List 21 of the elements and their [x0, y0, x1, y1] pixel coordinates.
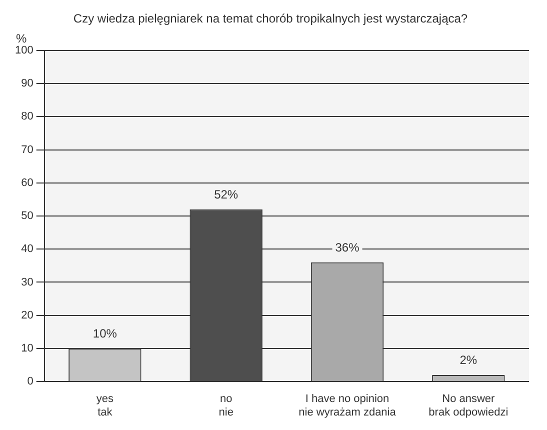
y-tick-label: 60 — [21, 176, 34, 189]
y-tick-label: 70 — [21, 144, 34, 156]
y-tick-label: 30 — [21, 276, 34, 288]
data-label: 52% — [214, 187, 238, 202]
data-label: 36% — [335, 240, 360, 254]
y-axis-title: % — [16, 31, 27, 46]
chart-title: Czy wiedza pielęgniarek na temat chorób tropikalnych jest wystarczająca? — [73, 12, 468, 26]
y-tick-label: 90 — [21, 78, 34, 90]
y-tick-label: 0 — [27, 376, 34, 388]
y-tick-label: 100 — [14, 44, 34, 56]
x-tick-label: I have no opinion nie wyrażam zdania — [298, 393, 397, 418]
x-tick-label: yes tak — [96, 393, 114, 418]
data-label: 10% — [92, 326, 118, 340]
x-tick-label: No answer brak odpowiedzi — [428, 393, 508, 418]
y-tick-label: 40 — [21, 243, 34, 256]
y-tick-label: 80 — [21, 110, 34, 123]
y-tick-label: 20 — [21, 309, 34, 322]
y-tick-label: 50 — [21, 210, 34, 222]
y-tick-label: 10 — [21, 342, 34, 355]
data-label: 2% — [460, 352, 478, 367]
x-tick-label: no nie — [218, 393, 234, 418]
